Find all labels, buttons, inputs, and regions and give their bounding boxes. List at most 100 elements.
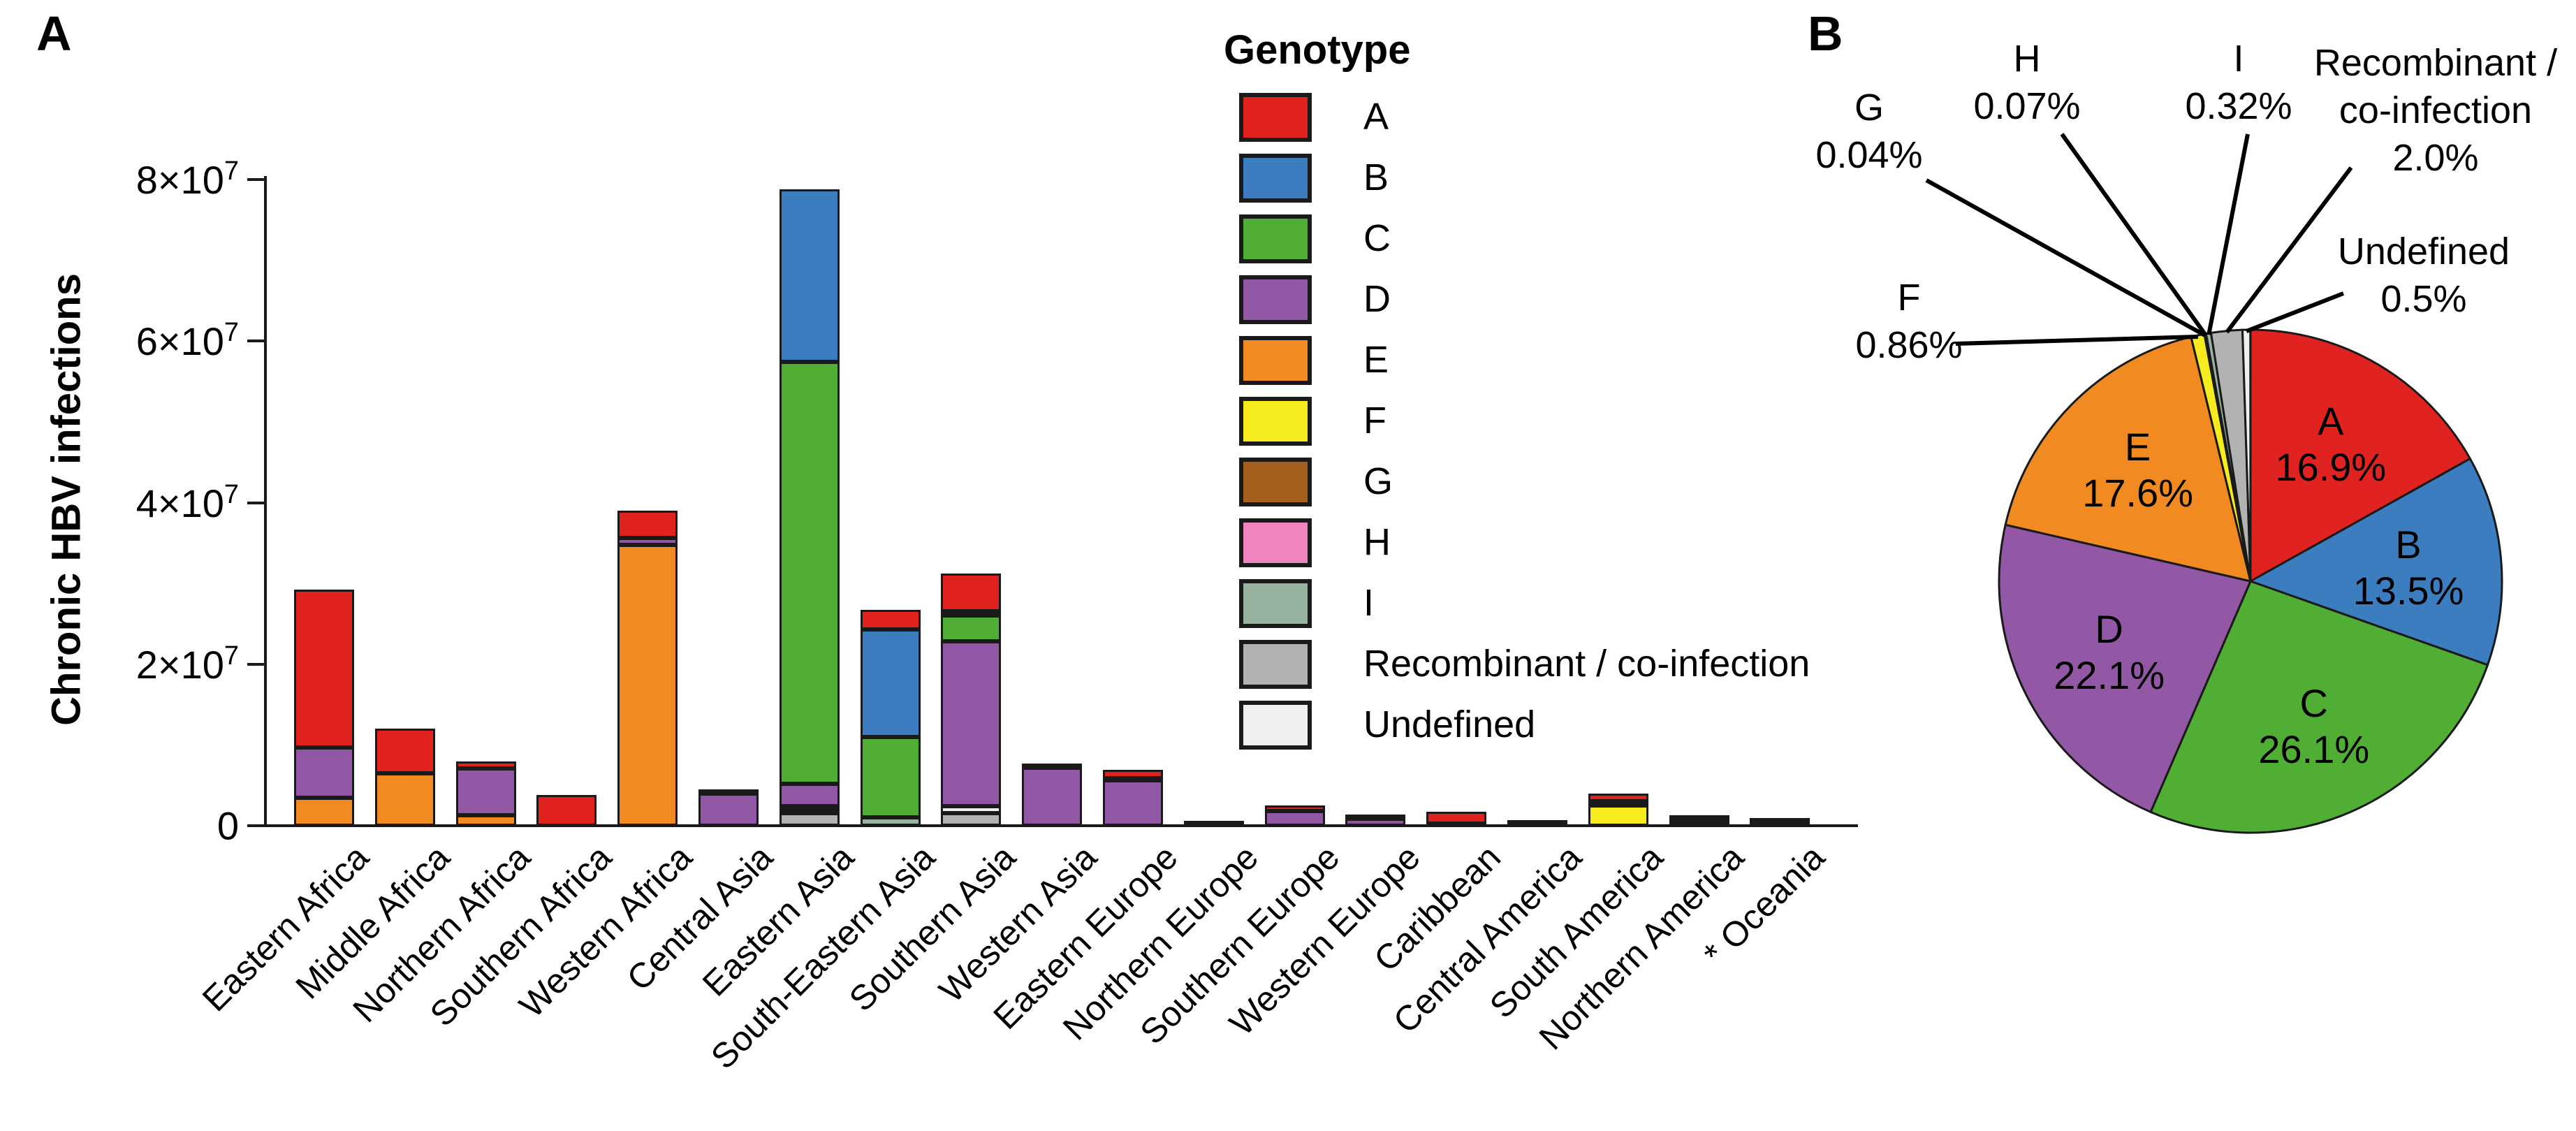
legend-title: Genotype bbox=[1224, 27, 1411, 73]
bar-segment-southern-europe-A bbox=[1264, 805, 1325, 812]
y-tick-mark bbox=[247, 340, 264, 343]
bar-segment-western-europe-A bbox=[1345, 814, 1406, 819]
bar-segment-eastern-africa-A bbox=[294, 590, 354, 747]
bar-segment-western-asia-A bbox=[1022, 763, 1083, 768]
bar-segment-south-eastern-asia-I bbox=[860, 817, 921, 826]
panel-a-label: A bbox=[36, 6, 72, 61]
y-tick-mark bbox=[247, 662, 264, 666]
bar-segment-western-africa-D bbox=[617, 538, 678, 545]
bar-segment-central-asia-A bbox=[698, 789, 759, 794]
legend-swatch-i bbox=[1239, 579, 1312, 628]
bar-segment-central-asia-D bbox=[698, 793, 759, 826]
bar-segment-northern-africa-D bbox=[455, 768, 516, 815]
pie-slice-label-c: C 26.1% bbox=[2258, 680, 2370, 771]
bar-segment-northern-africa-A bbox=[455, 761, 516, 768]
bar-segment-eastern-asia-D bbox=[779, 783, 840, 807]
legend-label: D bbox=[1363, 278, 1391, 320]
y-tick-label: 4×107 bbox=[136, 479, 239, 525]
legend-swatch-undefined bbox=[1239, 701, 1312, 750]
y-tick-mark bbox=[247, 178, 264, 182]
legend-swatch-a bbox=[1239, 93, 1312, 142]
bar-segment-south-america-F bbox=[1588, 805, 1648, 826]
legend-swatch-g bbox=[1239, 458, 1312, 506]
legend-label: I bbox=[1363, 582, 1375, 624]
bar-segment--oceania-A bbox=[1750, 818, 1810, 823]
legend-label: Recombinant / co-infection bbox=[1363, 643, 1810, 685]
callout-line-h bbox=[2060, 133, 2208, 337]
pie-slice-a bbox=[2249, 328, 2472, 583]
callout-line-undefined bbox=[2246, 291, 2345, 333]
bar-segment-southern-asia-B bbox=[941, 611, 1002, 616]
y-axis-title: Chronic HBV infections bbox=[43, 273, 89, 726]
bar-segment-southern-asia-C bbox=[941, 615, 1002, 642]
legend-label: A bbox=[1363, 96, 1389, 138]
bar-segment-south-america-A bbox=[1588, 793, 1648, 802]
legend-label: F bbox=[1363, 400, 1386, 442]
bar-segment-northern-africa-E bbox=[455, 815, 516, 826]
legend-label: E bbox=[1363, 339, 1389, 381]
callout-line-g bbox=[1925, 178, 2207, 337]
legend-label: H bbox=[1363, 521, 1391, 563]
legend-swatch-recombinant bbox=[1239, 640, 1312, 689]
pie-slice-e bbox=[2004, 335, 2253, 583]
pie-callout-label-undefined: Undefined 0.5% bbox=[2337, 231, 2510, 320]
bar-segment-southern-asia-Recombinant bbox=[941, 812, 1002, 826]
y-tick-label: 2×107 bbox=[136, 641, 239, 687]
bar-segment-northern-america-A bbox=[1669, 815, 1729, 819]
pie-callout-label-g: G 0.04% bbox=[1815, 87, 1923, 176]
legend-label: B bbox=[1363, 156, 1389, 198]
bar-segment-eastern-asia-Undefined bbox=[779, 808, 840, 813]
bar-segment-western-africa-E bbox=[617, 544, 678, 826]
callout-line-f bbox=[1955, 334, 2198, 346]
bar-segment-southern-africa-A bbox=[536, 795, 597, 826]
bar-segment-middle-africa-E bbox=[374, 773, 435, 826]
bar-segment-southern-europe-D bbox=[1264, 811, 1325, 826]
pie-callout-label-recombinant: Recombinant / co-infection 2.0% bbox=[2313, 42, 2558, 179]
y-axis-line bbox=[264, 176, 267, 827]
legend-label: Undefined bbox=[1363, 703, 1536, 745]
bar-segment-eastern-asia-B bbox=[779, 189, 840, 363]
bar-segment-northern-europe-A bbox=[1183, 820, 1244, 825]
pie-slice-d bbox=[1998, 523, 2253, 814]
legend-label: C bbox=[1363, 217, 1391, 259]
pie-slice-b bbox=[2248, 457, 2503, 666]
pie-slice-label-b: B 13.5% bbox=[2352, 522, 2464, 613]
bar-segment-eastern-africa-E bbox=[294, 797, 354, 826]
bar-segment-southern-asia-D bbox=[941, 641, 1002, 807]
bar-segment-northern-america-C bbox=[1669, 819, 1729, 824]
legend: Genotype A B C D E F G H I Recombinant / co-infec… bbox=[1224, 27, 1810, 761]
legend-items: A B C D E F G H I Recombinant / co-infection Undef… bbox=[1224, 93, 1810, 761]
legend-swatch-h bbox=[1239, 518, 1312, 567]
callout-line-recombinant bbox=[2225, 166, 2353, 334]
bar-segment-western-europe-D bbox=[1345, 818, 1406, 826]
bar-segment-middle-africa-A bbox=[374, 729, 435, 773]
bar-segment-eastern-africa-D bbox=[294, 747, 354, 798]
bar-segment-western-asia-D bbox=[1022, 767, 1083, 826]
bar-segment-eastern-europe-A bbox=[1103, 770, 1163, 778]
bar-segment-south-america-D bbox=[1588, 801, 1648, 806]
y-tick-label: 6×107 bbox=[136, 318, 239, 364]
pie-callout-label-f: F 0.86% bbox=[1855, 277, 1963, 366]
legend-label: G bbox=[1363, 460, 1393, 502]
legend-swatch-c bbox=[1239, 214, 1312, 263]
bar-segment-eastern-europe-D bbox=[1103, 780, 1163, 826]
bar-segment-western-africa-A bbox=[617, 511, 678, 539]
bar-segment-south-eastern-asia-B bbox=[860, 629, 921, 737]
bar-segment-south-eastern-asia-A bbox=[860, 610, 921, 630]
bar-segment-southern-asia-Undefined bbox=[941, 806, 1002, 813]
legend-swatch-b bbox=[1239, 154, 1312, 203]
legend-swatch-d bbox=[1239, 275, 1312, 324]
pie-slice-label-e: E 17.6% bbox=[2082, 424, 2194, 515]
bar-segment-southern-asia-A bbox=[941, 574, 1002, 611]
x-axis-line bbox=[264, 824, 1858, 827]
bar-segment-eastern-asia-I bbox=[779, 805, 840, 810]
legend-swatch-f bbox=[1239, 397, 1312, 446]
bar-segment-eastern-asia-C bbox=[779, 362, 840, 784]
bar-segment-caribbean-A bbox=[1426, 812, 1487, 824]
pie-callout-label-h: H 0.07% bbox=[1973, 38, 2081, 127]
pie-slice-label-d: D 22.1% bbox=[2054, 607, 2165, 698]
pie-slice-c bbox=[2149, 580, 2489, 834]
bar-segment-eastern-asia-Recombinant bbox=[779, 812, 840, 826]
bar-segment-central-america-A bbox=[1507, 819, 1567, 824]
